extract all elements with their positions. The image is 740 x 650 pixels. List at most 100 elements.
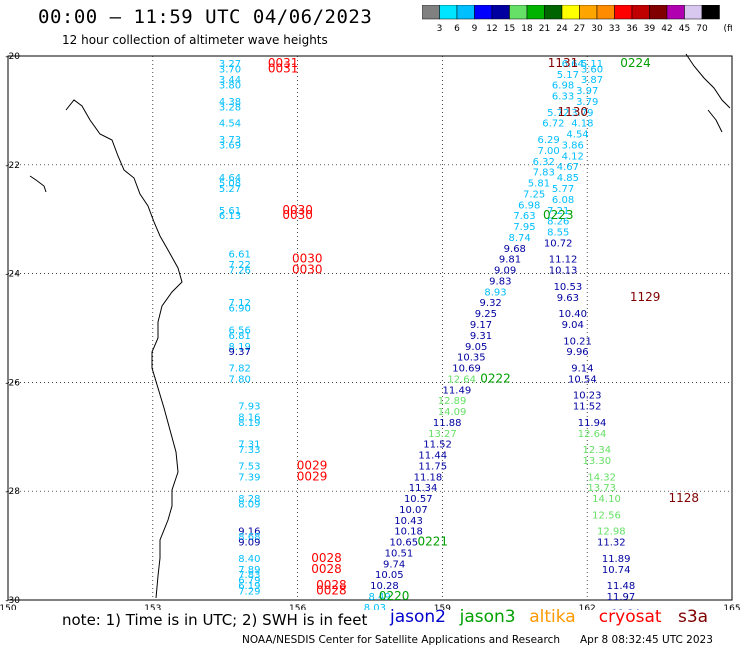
swh-value: 7.83 bbox=[238, 570, 260, 581]
swh-value: 13.73 bbox=[587, 483, 616, 494]
swh-value: 9.74 bbox=[383, 559, 405, 570]
swh-value: 6.32 bbox=[533, 157, 555, 168]
timestamp: Apr 8 08:32:45 UTC 2023 bbox=[580, 634, 713, 646]
swh-value: 7.89 bbox=[238, 565, 260, 576]
swh-value: 6.33 bbox=[552, 92, 574, 103]
swh-value: 7.33 bbox=[238, 445, 260, 456]
y-tick-label: -26 bbox=[5, 378, 20, 388]
swh-value: 8.74 bbox=[508, 233, 530, 244]
footer-note: note: 1) Time is in UTC; 2) SWH is in fe… bbox=[62, 611, 368, 629]
swh-value: 11.52 bbox=[423, 440, 452, 451]
colorbar-label: 45 bbox=[679, 24, 690, 34]
swh-value: 6.08 bbox=[552, 195, 574, 206]
time-label: 0030 bbox=[292, 263, 323, 277]
swh-value: 10.57 bbox=[404, 494, 433, 505]
swh-value: 10.28 bbox=[370, 581, 399, 592]
australia-coastline bbox=[65, 99, 183, 599]
legend-s3a: s3a bbox=[678, 607, 709, 627]
swh-value: 11.44 bbox=[418, 451, 447, 462]
x-tick-label: 156 bbox=[289, 604, 306, 610]
island-3 bbox=[707, 109, 723, 133]
y-tick-label: -30 bbox=[5, 596, 20, 606]
swh-value: 5.11 bbox=[581, 59, 603, 70]
swh-value: 8.09 bbox=[238, 500, 260, 511]
swh-value: 3.79 bbox=[571, 108, 593, 119]
colorbar-label: 39 bbox=[644, 24, 656, 34]
swh-value: 9.05 bbox=[465, 342, 487, 353]
time-label: 0028 bbox=[311, 551, 342, 565]
colorbar-label: 21 bbox=[539, 24, 550, 34]
island-1 bbox=[29, 175, 47, 193]
swh-value: 4.64 bbox=[219, 173, 241, 184]
swh-value: 8.40 bbox=[238, 554, 260, 565]
swh-value: 10.72 bbox=[544, 238, 573, 249]
swh-value: 8.26 bbox=[547, 217, 569, 228]
time-label: 0222 bbox=[480, 371, 511, 385]
swh-value: 3.70 bbox=[219, 64, 241, 75]
time-label: 0029 bbox=[297, 458, 328, 472]
swh-value: 8.93 bbox=[484, 287, 506, 298]
swh-value: 11.48 bbox=[607, 581, 636, 592]
swh-value: 3.44 bbox=[219, 75, 241, 86]
time-label: 0029 bbox=[297, 469, 328, 483]
swh-value: 9.63 bbox=[557, 293, 579, 304]
swh-value: 5.17 bbox=[557, 70, 579, 81]
swh-value: 11.89 bbox=[602, 554, 631, 565]
swh-value: 11.34 bbox=[611, 608, 640, 610]
map-grid: 150 153 156 159 162 165 -20 -22 -24 -26 -28 -30 bbox=[0, 52, 740, 610]
colorbar-label: 42 bbox=[661, 24, 672, 34]
swh-value: 9.14 bbox=[571, 364, 593, 375]
swh-value: 14.32 bbox=[587, 472, 616, 483]
swh-value: 6.98 bbox=[552, 81, 574, 92]
swh-value: 4.38 bbox=[219, 97, 241, 108]
swh-value: 4.67 bbox=[557, 162, 579, 173]
swh-value: 10.40 bbox=[558, 309, 587, 320]
swh-value: 7.29 bbox=[238, 587, 260, 598]
swh-value: 10.23 bbox=[573, 391, 602, 402]
swh-value: 12.64 bbox=[578, 429, 607, 440]
swh-value: 11.75 bbox=[418, 461, 447, 472]
swh-value: 8.28 bbox=[238, 494, 260, 505]
x-tick-label: 153 bbox=[144, 604, 161, 610]
swh-value: 8.49 bbox=[369, 592, 391, 603]
time-label: 0028 bbox=[316, 578, 347, 592]
swh-value: 9.83 bbox=[489, 276, 511, 287]
swh-value: 3.97 bbox=[576, 86, 598, 97]
swh-value: 10.07 bbox=[399, 505, 428, 516]
colorbar-label: 27 bbox=[574, 24, 585, 34]
x-tick-label: 159 bbox=[434, 604, 451, 610]
swh-value: 9.04 bbox=[562, 320, 584, 331]
y-tick-label: -24 bbox=[5, 270, 20, 280]
colorbar-label: 33 bbox=[609, 24, 620, 34]
swh-value: 11.32 bbox=[597, 538, 626, 549]
swh-value: 13.27 bbox=[428, 429, 457, 440]
colorbar-label: 6 bbox=[454, 24, 460, 34]
swh-value: 7.31 bbox=[238, 440, 260, 451]
swh-value: 3.60 bbox=[581, 64, 603, 75]
swh-value: 4.54 bbox=[566, 130, 588, 141]
swh-value: 4.85 bbox=[557, 173, 579, 184]
swh-value: 3.27 bbox=[219, 59, 241, 70]
swh-value: 12.34 bbox=[583, 445, 612, 456]
swh-value: 7.82 bbox=[229, 364, 251, 375]
colorbar-label: 3 bbox=[437, 24, 443, 34]
credit-line: NOAA/NESDIS Center for Satellite Applica… bbox=[242, 634, 560, 646]
time-label: 0031 bbox=[268, 61, 299, 75]
x-tick-label: 162 bbox=[579, 604, 596, 610]
swh-value: 10.35 bbox=[457, 353, 486, 364]
colorbar-unit: (ft) bbox=[724, 24, 733, 34]
swh-value: 9.31 bbox=[470, 331, 492, 342]
time-label: 0221 bbox=[417, 535, 448, 549]
swh-value: 13.30 bbox=[583, 456, 612, 467]
swh-value: 4.54 bbox=[219, 119, 241, 130]
swh-value: 11.88 bbox=[433, 418, 462, 429]
x-tick-label: 150 bbox=[0, 604, 17, 610]
swh-value: 3.79 bbox=[576, 97, 598, 108]
swh-value: 6.56 bbox=[229, 325, 251, 336]
swh-value: 11.18 bbox=[414, 472, 443, 483]
colorbar-label: 36 bbox=[626, 24, 638, 34]
swh-value: 9.37 bbox=[229, 347, 251, 358]
swh-value: 10.43 bbox=[394, 516, 423, 527]
time-label: 0220 bbox=[379, 589, 410, 603]
colorbar-label: 30 bbox=[591, 24, 603, 34]
